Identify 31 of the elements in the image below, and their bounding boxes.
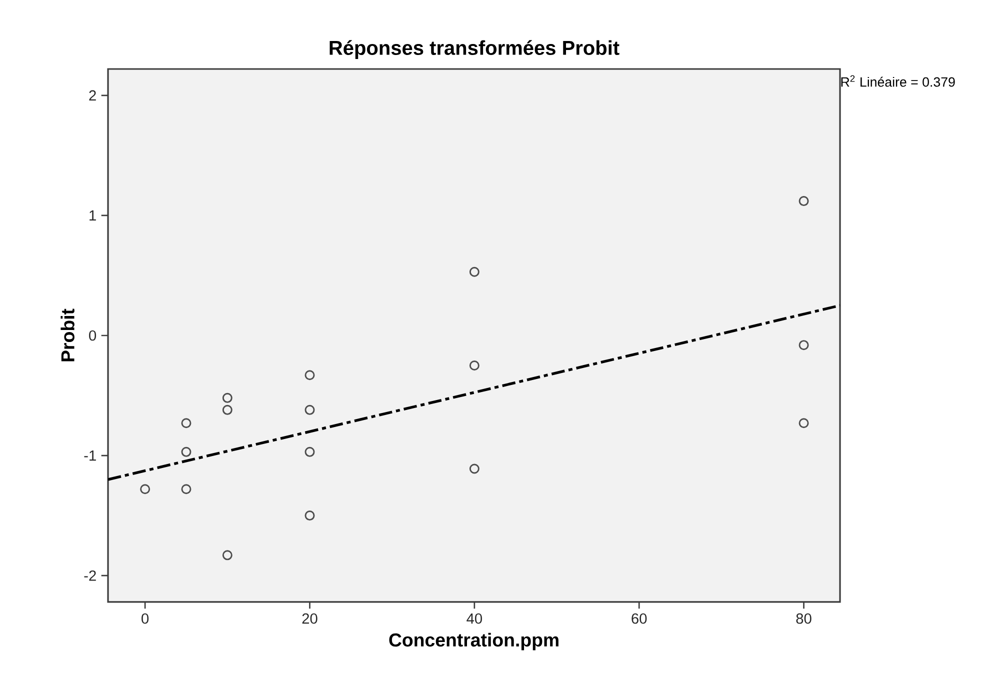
- x-tick-label: 80: [796, 613, 812, 624]
- y-axis-title: Probit: [60, 308, 74, 362]
- point: [222, 550, 232, 560]
- x-axis-title: Concentration.ppm: [389, 632, 558, 650]
- y-tick-label: 0: [89, 330, 96, 341]
- point: [140, 484, 150, 494]
- point: [469, 464, 480, 474]
- chart-title: Réponses transformées Probit: [330, 40, 620, 59]
- point: [304, 370, 315, 380]
- point: [181, 418, 192, 428]
- point: [798, 418, 809, 428]
- point: [798, 340, 809, 350]
- point: [304, 404, 315, 415]
- x-tick-label: 60: [632, 613, 647, 624]
- y-tick-label: 1: [90, 210, 96, 220]
- y-tick-label: -1: [84, 450, 96, 461]
- point: [469, 360, 480, 370]
- point: [181, 484, 192, 494]
- point: [181, 446, 192, 457]
- point: [222, 392, 232, 403]
- point: [304, 446, 315, 457]
- x-tick-label: 0: [142, 613, 149, 624]
- point: [798, 196, 809, 206]
- y-tick-label: 2: [89, 90, 96, 101]
- x-tick-label: 20: [302, 613, 318, 624]
- point: [222, 404, 232, 415]
- text: R$^{2}$ Linéaire = 0.379: [841, 75, 955, 87]
- y-tick-label: -2: [84, 570, 96, 581]
- x-tick-label: 40: [466, 613, 482, 624]
- point: [304, 510, 315, 521]
- point: [469, 266, 480, 277]
